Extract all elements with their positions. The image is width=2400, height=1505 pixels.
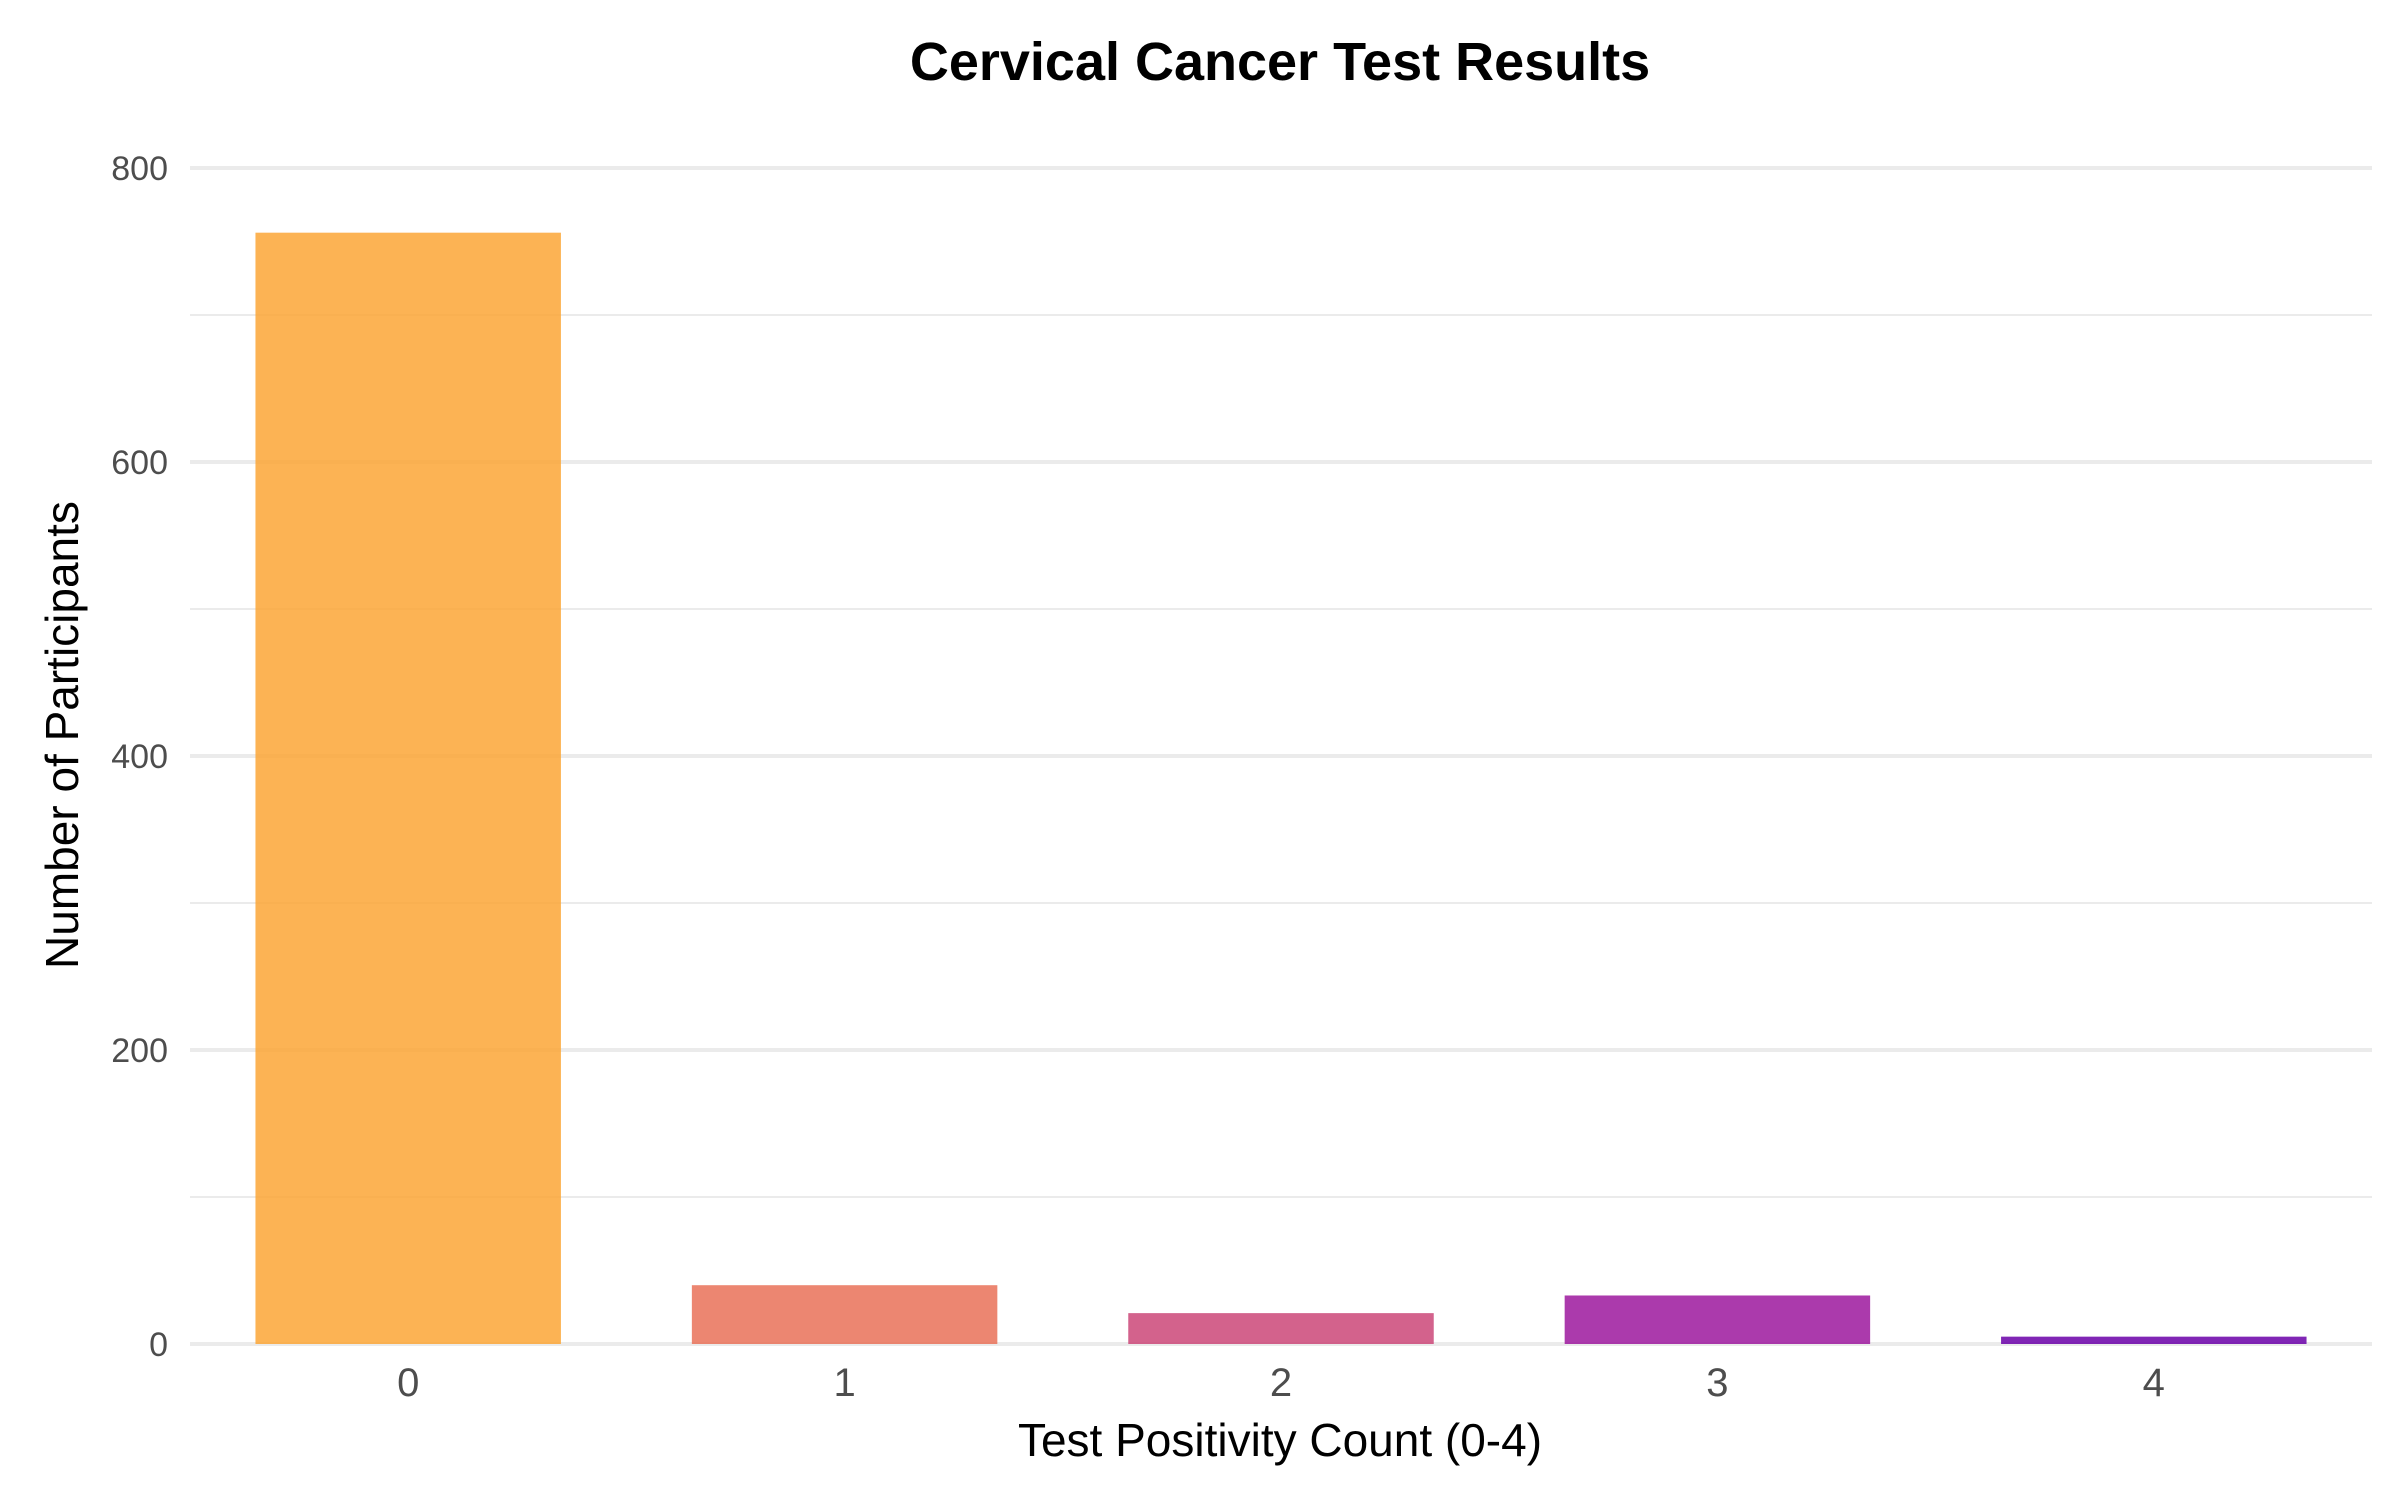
y-tick-label: 600 — [111, 444, 168, 482]
y-tick-label: 200 — [111, 1032, 168, 1070]
x-tick-label: 3 — [1706, 1361, 1728, 1405]
x-tick-label: 1 — [833, 1361, 855, 1405]
x-tick-label: 4 — [2143, 1361, 2165, 1405]
bar-3 — [1564, 1295, 1871, 1344]
bar-0 — [255, 232, 561, 1345]
x-tick-label: 2 — [1270, 1361, 1292, 1405]
y-tick-label: 0 — [149, 1326, 168, 1364]
x-axis-ticks: 0 1 2 3 4 — [397, 1361, 2165, 1405]
y-tick-label: 400 — [111, 738, 168, 776]
y-tick-label: 800 — [111, 150, 168, 188]
bar-4 — [2001, 1336, 2307, 1344]
bar-2 — [1128, 1313, 1434, 1344]
x-tick-label: 0 — [397, 1361, 419, 1405]
x-axis-title: Test Positivity Count (0-4) — [1018, 1414, 1542, 1466]
y-axis-ticks: 0 200 400 600 800 — [111, 150, 168, 1364]
bar-1 — [691, 1285, 998, 1344]
chart-title: Cervical Cancer Test Results — [910, 32, 1650, 92]
y-axis-title: Number of Participants — [36, 501, 88, 969]
bars — [255, 232, 2307, 1345]
